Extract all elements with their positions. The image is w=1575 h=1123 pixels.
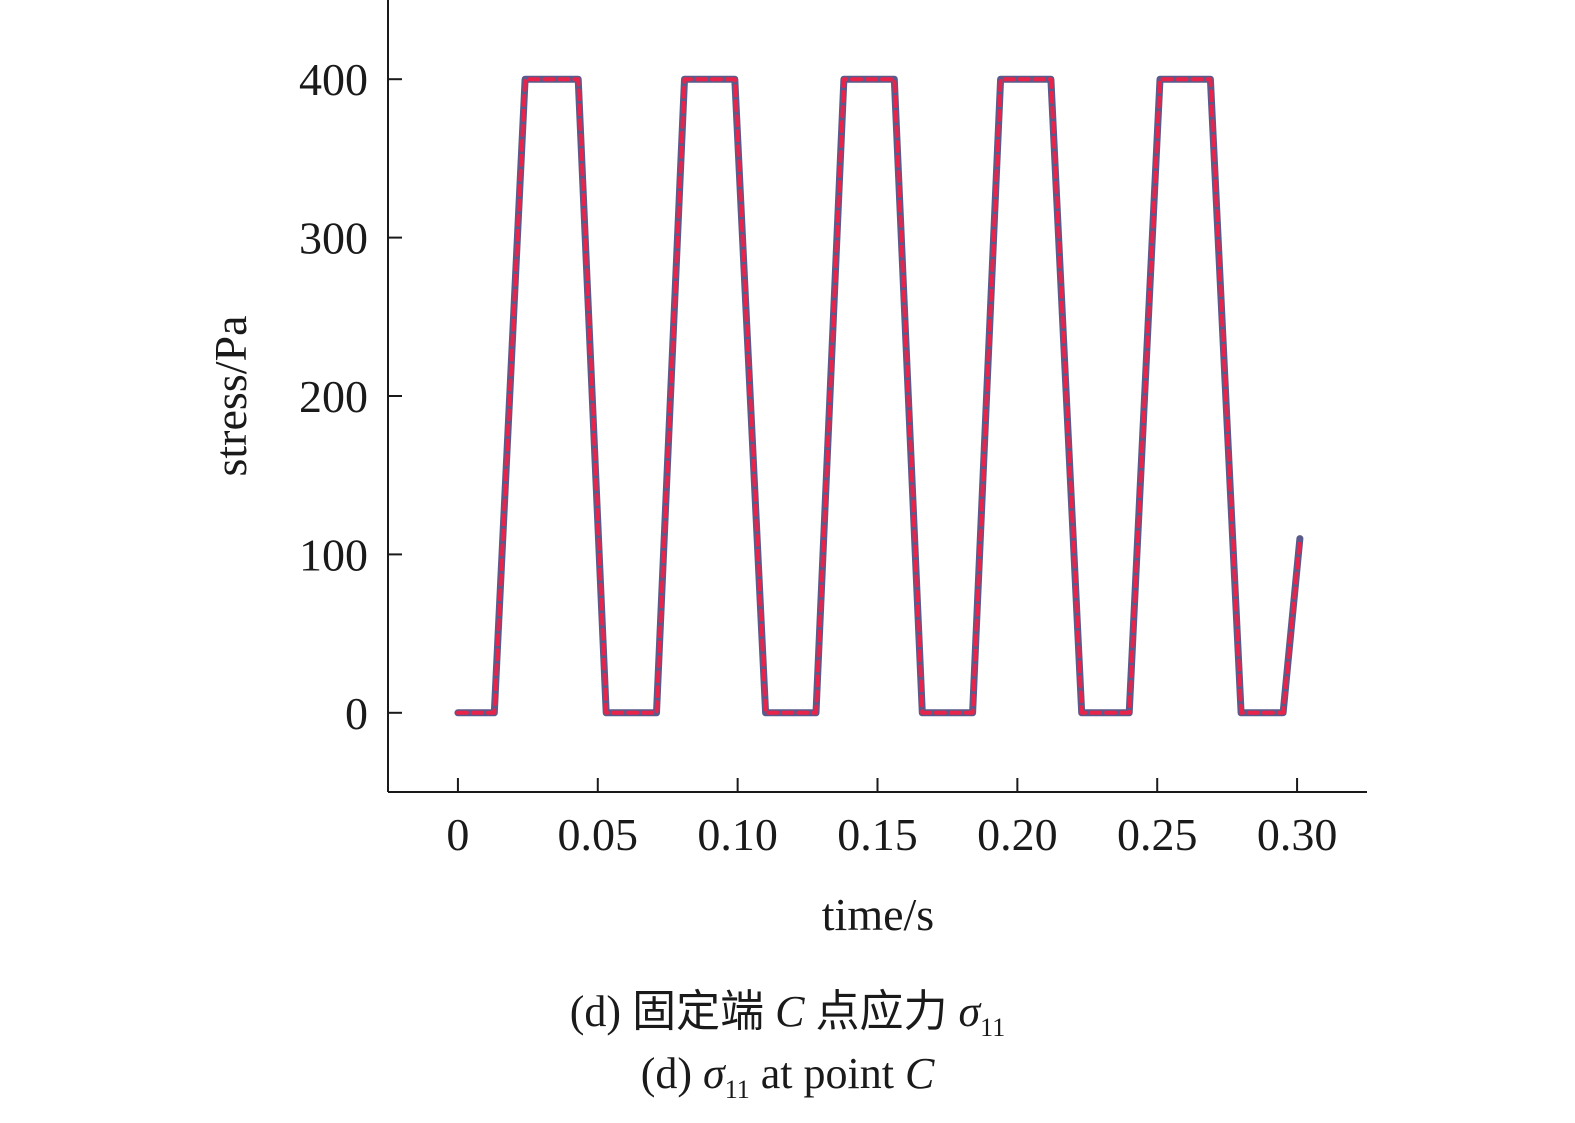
- caption-zh-sigma: σ: [958, 987, 981, 1036]
- ticks: 0 100 200 300 400 0 0.05 0.10 0.15 0.20 0.25 0.30: [299, 54, 1337, 860]
- y-tick-label: 400: [299, 54, 368, 105]
- series-line-2: [455, 77, 1302, 715]
- caption-en-sigma: σ: [703, 1049, 725, 1098]
- x-tick-label: 0.30: [1257, 809, 1338, 860]
- y-tick-label: 300: [299, 213, 368, 264]
- x-tick-label: 0.05: [558, 809, 639, 860]
- y-tick-label: 200: [299, 371, 368, 422]
- caption-zh-point: C: [775, 987, 805, 1036]
- series-layer: [454, 75, 1304, 717]
- caption-en-prefix: (d): [640, 1049, 703, 1098]
- y-axis-label: stress/Pa: [205, 316, 256, 477]
- caption-en-mid: at point: [749, 1049, 905, 1098]
- caption-english: (d) σ11 at point C: [0, 1052, 1575, 1103]
- y-tick-label: 0: [345, 688, 368, 739]
- x-tick-label: 0.20: [977, 809, 1058, 860]
- x-tick-label: 0.25: [1117, 809, 1198, 860]
- x-axis-label: time/s: [822, 889, 934, 940]
- caption-en-point: C: [904, 1049, 935, 1098]
- axes: [387, 0, 1367, 793]
- x-tick-label: 0: [446, 809, 469, 860]
- caption-zh-mid: 点应力: [804, 987, 959, 1036]
- x-tick-label: 0.15: [837, 809, 918, 860]
- caption-zh-prefix: (d) 固定端: [569, 987, 776, 1036]
- caption-zh-subscript: 11: [980, 1013, 1006, 1042]
- caption-chinese: (d) 固定端 C 点应力 σ11: [0, 990, 1575, 1041]
- x-tick-label: 0.10: [697, 809, 778, 860]
- caption-en-subscript: 11: [724, 1075, 750, 1104]
- y-tick-label: 100: [299, 529, 368, 580]
